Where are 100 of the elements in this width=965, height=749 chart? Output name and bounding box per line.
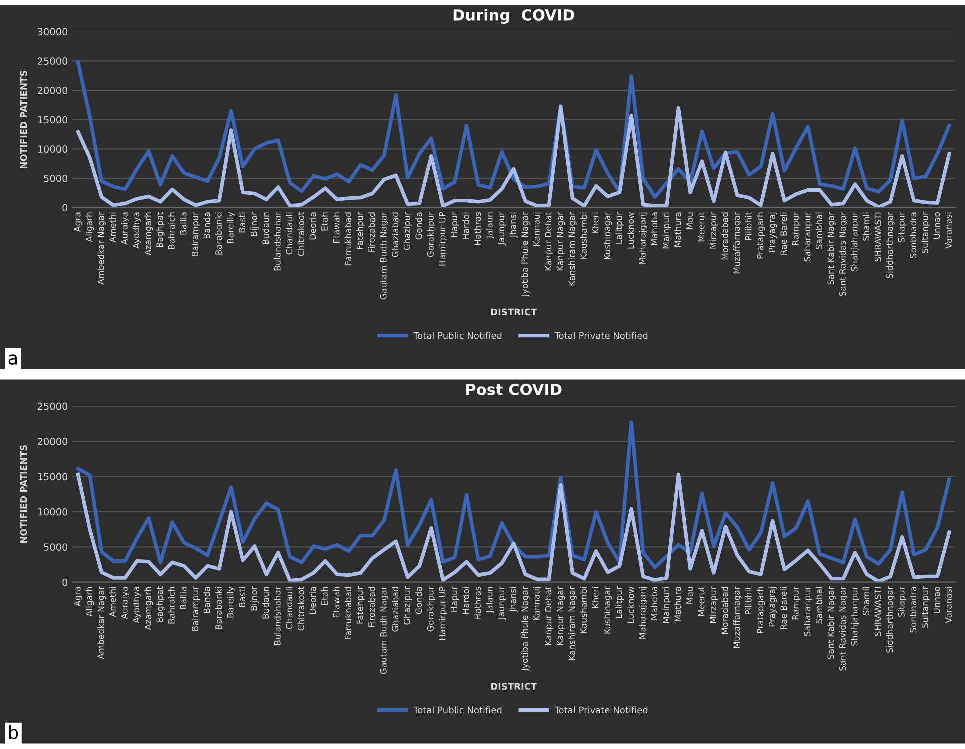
y-tick-label: 25000 [38,402,68,410]
x-tick-label: Hamirpur-UP [439,586,448,640]
x-tick-label: Barabanki [215,212,222,255]
x-tick-label: Maharajganj [639,212,648,264]
y-tick-label: 10000 [38,146,68,154]
x-tick-label: Budaun [262,212,270,244]
x-tick-label: Banda [204,587,210,614]
x-tick-label: Ghaziabad [392,212,399,258]
x-tick-label: Sitapur [898,586,907,617]
x-tick-label: Kanpur Dehat [545,586,554,646]
x-tick-label: Fatehpur [356,212,365,250]
x-tick-label: SHRAWASTI [874,212,882,262]
x-tick-label: Auraiya [121,587,130,620]
y-axis-title: NOTIFIED PATIENTS [20,70,28,169]
x-tick-label: Prayagraj [768,587,778,627]
x-tick-label: Moradabad [722,212,728,260]
x-tick-label: Sant Kabir Nagar [828,586,836,660]
x-tick-label: Saharanpur [804,586,812,636]
x-tick-label: Ayodhya [132,212,142,249]
x-tick-label: Gautam Budh Nagar [380,212,389,300]
x-tick-label: Bulandshahar [274,586,281,646]
x-tick-label: Kanpur Nagar [557,212,566,271]
y-tick-label: 15000 [38,473,68,481]
x-tick-label: Jhansi [510,587,518,613]
x-tick-label: Deoria [310,212,316,240]
x-tick-label: Mahoba [650,587,658,620]
x-tick-label: Maharajganj [639,587,648,639]
x-tick-label: Farrukhabad [344,587,352,640]
x-tick-label: Sambhal [816,212,822,250]
x-tick-label: Firozabad [368,587,376,628]
x-tick-label: Hathras [474,212,482,246]
x-tick-label: Etah [321,587,328,606]
line-series [76,472,952,582]
chart-title: During COVID [454,9,574,24]
x-tick-label: Shahjahanpur [851,212,860,272]
x-tick-label: Kannauj [533,212,542,246]
x-tick-label: Firozabad [368,212,376,253]
x-tick-label: Rae Bareli [780,587,788,630]
x-tick-label: Bijnor [250,212,260,236]
x-tick-label: Chandauli [286,587,293,630]
x-tick-label: Sonbhadra [910,587,917,633]
x-tick-label: Ambedkar Nagar [98,212,106,285]
x-tick-label: Unnao [934,586,940,614]
x-tick-label: Basti [238,212,246,233]
x-tick-label: Bahraich [168,212,175,250]
x-tick-label: Etawah [333,212,340,244]
x-tick-label: Prayagraj [768,212,778,252]
x-tick-label: Amethi [109,587,116,618]
x-tick-label: Agra [74,587,82,607]
x-axis-title: DISTRICT [491,308,538,316]
x-tick-label: Ballia [180,212,187,235]
x-tick-label: Sambhal [816,587,822,624]
x-tick-label: Hapur [451,586,460,612]
x-tick-label: Kheri [592,212,599,234]
x-tick-label: Baghpat [156,212,165,248]
x-tick-label: Jyotiba Phule Nagar [521,212,530,298]
x-tick-label: Meerut [698,212,705,242]
x-tick-label: SHRAWASTI [874,587,882,636]
line-series [76,60,952,200]
x-tick-label: Hamirpur-UP [439,212,448,266]
x-tick-label: Farrukhabad [344,212,352,265]
x-tick-label: Ghaziabad [392,587,399,632]
x-tick-label: Hathras [474,586,482,620]
x-tick-label: Rampur [792,586,801,620]
x-tick-label: Pratapgarh [756,212,766,259]
x-tick-label: Bahraich [168,587,175,624]
x-tick-label: Kanshiram Nagar [568,212,577,286]
x-tick-label: Lalitpur [616,586,624,618]
x-tick-label: Kanpur Nagar [557,586,566,646]
x-tick-label: Unnao [934,212,940,240]
legend-label: Total Public Notified [414,706,502,714]
x-tick-label: Balrampur [192,586,200,631]
x-tick-label: Lucknow [627,586,634,624]
x-tick-label: Etawah [333,587,340,618]
x-tick-label: Muzaffarnagar [733,212,742,274]
y-tick-label: 20000 [38,438,68,446]
x-tick-label: Lucknow [627,212,634,249]
x-tick-label: Mathura [674,212,682,247]
x-tick-label: Auraiya [121,212,130,245]
x-tick-label: Gorakhpur [427,212,436,258]
legend-label: Total Public Notified [414,332,502,340]
x-tick-label: Mainpuri [662,212,672,249]
x-tick-label: Ballia [180,587,187,610]
x-tick-label: Jalaun [486,587,494,614]
x-tick-label: Sant Ravidas Nagar [839,586,848,671]
x-tick-label: Aligarh [86,212,94,242]
x-tick-label: Barabanki [215,587,222,630]
x-tick-label: Etah [321,212,328,231]
x-tick-label: Fatehpur [356,586,365,624]
y-tick-label: 15000 [38,116,68,124]
chart-title: Post COVID [466,384,562,396]
x-tick-label: Kushinagar [604,586,612,634]
x-tick-label: Ambedkar Nagar [98,586,106,660]
x-tick-label: Ghazipur [404,212,412,250]
x-tick-label: Pilibhit [745,212,752,240]
y-tick-label: 0 [62,578,68,586]
x-tick-label: Aligarh [86,587,94,617]
x-tick-label: Hapur [451,212,460,238]
x-tick-label: Deoria [310,587,316,614]
x-tick-label: Kushinagar [604,212,612,260]
